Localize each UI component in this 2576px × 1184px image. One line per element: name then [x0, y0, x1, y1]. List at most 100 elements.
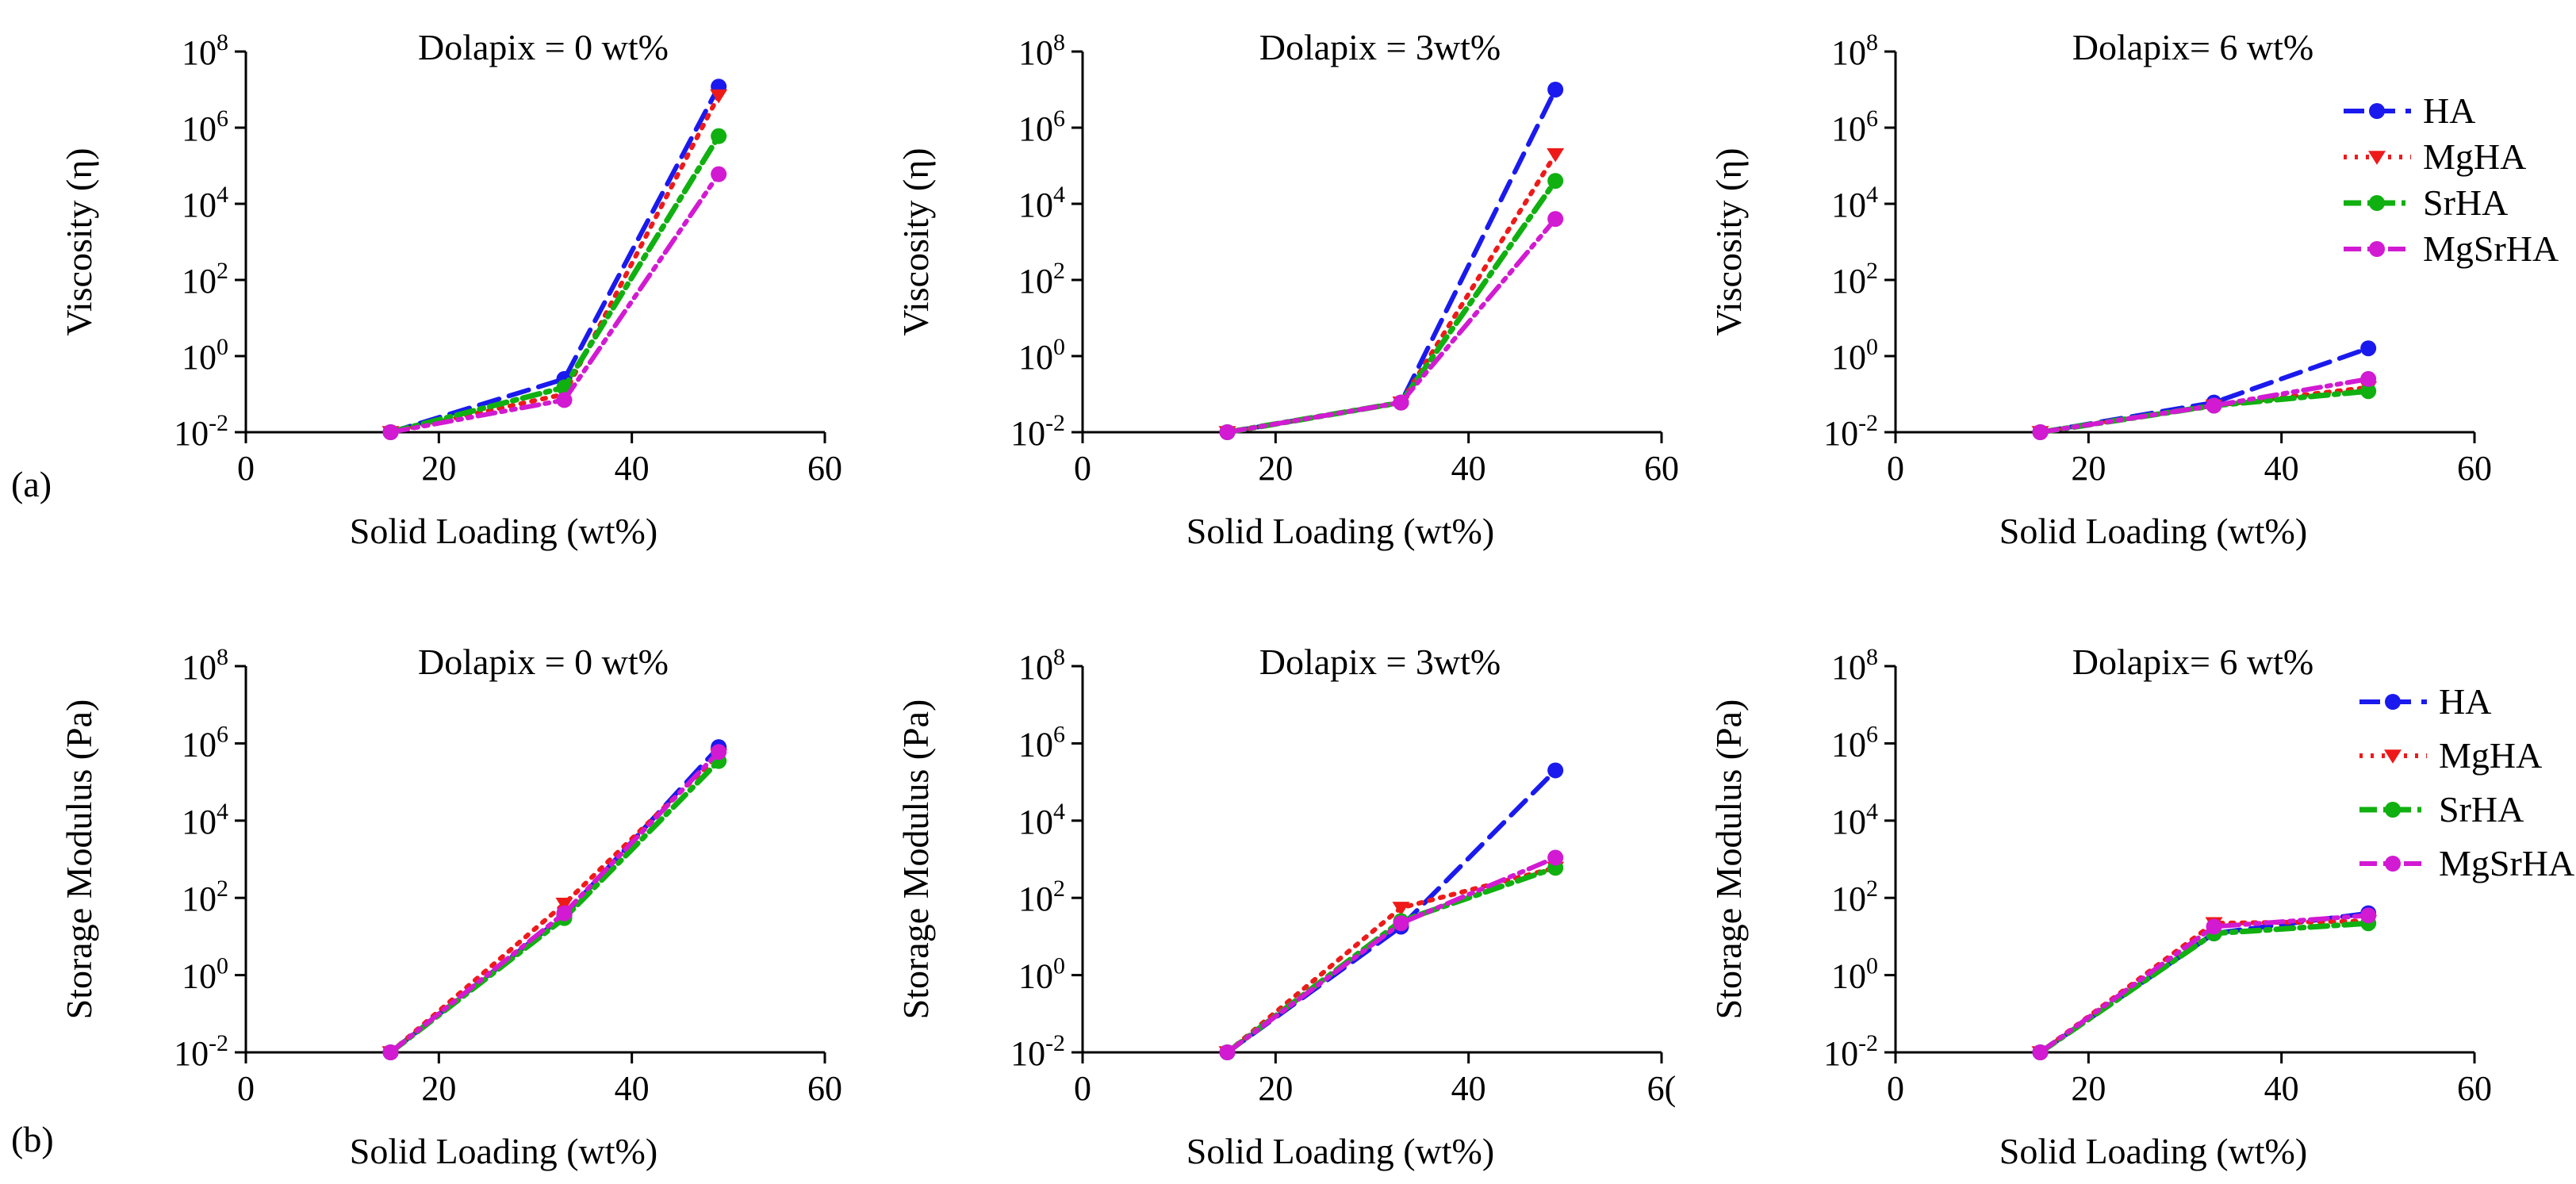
series-srha: [2032, 915, 2377, 1060]
x-tick-label: 60: [807, 1069, 842, 1108]
legend-item-mgha: MgHA: [2359, 735, 2542, 776]
y-tick-label: 10-2: [1010, 1030, 1065, 1073]
y-tick-label: 100: [182, 334, 228, 377]
series-mgsrha: [382, 744, 727, 1060]
data-point-mgsrha: [556, 392, 573, 408]
y-tick-label: 102: [1831, 876, 1878, 918]
data-point-mgsrha: [2032, 1044, 2049, 1060]
y-tick-label: 108: [182, 29, 228, 72]
series-mgsrha: [2032, 370, 2377, 440]
data-point-mgha: [1392, 902, 1410, 916]
legend-label: MgHA: [2439, 735, 2542, 776]
x-axis-label: Solid Loading (wt%): [350, 1131, 657, 1171]
chart-title: Dolapix = 3wt%: [1259, 642, 1501, 682]
series-srha: [1219, 860, 1564, 1060]
x-axis-label: Solid Loading (wt%): [1999, 1131, 2307, 1171]
charts-group: 0 20 40 60 10-2 100 102 104 106 108 Solid Loading …: [59, 27, 2574, 1171]
y-tick-label: 104: [1831, 182, 1878, 224]
y-tick-label: 104: [182, 182, 228, 224]
chart-title: Dolapix= 6 wt%: [2072, 642, 2313, 682]
y-tick-label: 108: [1831, 29, 1878, 72]
legend-swatch-marker: [2385, 694, 2401, 710]
x-tick-label: 60: [807, 449, 842, 488]
y-tick-label: 108: [182, 644, 228, 687]
y-tick-label: 102: [182, 876, 228, 918]
chart-a-1: 0 20 40 60 10-2 100 102 104 106 108 Solid Loading …: [895, 27, 1679, 551]
y-tick-label: 100: [1831, 334, 1878, 377]
y-axis-label: Viscosity (η): [895, 148, 936, 335]
data-point-mgsrha: [1219, 424, 1236, 440]
chart-b-0: 0 20 40 60 10-2 100 102 104 106 108 Solid Loading …: [59, 642, 842, 1171]
data-point-mgsrha: [382, 424, 399, 440]
legend-label: SrHA: [2439, 789, 2524, 830]
y-tick-label: 104: [1018, 799, 1065, 841]
legend-swatch-marker: [2384, 749, 2402, 764]
x-axis-label: Solid Loading (wt%): [1186, 511, 1494, 551]
chart-title: Dolapix = 0 wt%: [418, 27, 669, 67]
x-tick-label: 0: [1074, 449, 1091, 488]
y-tick-label: 104: [1018, 182, 1065, 224]
y-tick-label: 104: [182, 799, 228, 841]
x-tick-label: 20: [421, 449, 456, 488]
x-tick-label: 0: [1887, 449, 1904, 488]
series-line-mgha: [1225, 151, 1558, 435]
series-mgsrha: [382, 166, 727, 440]
y-tick-label: 106: [1831, 721, 1878, 764]
y-axis-label: Storage Modulus (Pa): [1708, 699, 1749, 1020]
legend-item-srha: SrHA: [2359, 789, 2524, 830]
x-tick-label: 40: [615, 1069, 650, 1108]
data-point-mgsrha: [382, 1044, 399, 1060]
y-tick-label: 106: [1018, 721, 1065, 764]
y-tick-label: 102: [1018, 876, 1065, 918]
y-axis-label: Storage Modulus (Pa): [59, 699, 99, 1020]
y-tick-label: 106: [182, 721, 228, 764]
y-axis-label: Storage Modulus (Pa): [895, 699, 936, 1020]
x-tick-label: 6(: [1647, 1069, 1677, 1108]
y-axis-label: Viscosity (η): [59, 148, 99, 335]
y-tick-label: 102: [182, 258, 228, 301]
series-line-mgsrha: [2037, 376, 2371, 435]
data-point-ha: [1547, 82, 1564, 98]
legend-label: SrHA: [2423, 182, 2508, 223]
legend-item-mgsrha: MgSrHA: [2344, 228, 2559, 269]
series-mgsrha: [2032, 907, 2377, 1060]
y-axis-label: Viscosity (η): [1708, 148, 1749, 335]
series-mgha: [1218, 861, 1565, 1060]
y-tick-label: 104: [1831, 799, 1878, 841]
series-ha: [1219, 82, 1564, 440]
legend-item-mgsrha: MgSrHA: [2359, 843, 2574, 883]
x-tick-label: 40: [2264, 1069, 2299, 1108]
x-tick-label: 40: [615, 449, 650, 488]
legend-label: HA: [2439, 681, 2491, 722]
data-point-mgha: [1547, 148, 1565, 163]
legend-swatch-marker: [2385, 856, 2401, 872]
data-point-mgsrha: [711, 166, 727, 182]
legend-item-mgha: MgHA: [2344, 136, 2526, 177]
x-tick-label: 20: [2071, 1069, 2106, 1108]
series-line-mgha: [1225, 865, 1558, 1055]
data-point-mgsrha: [1219, 1044, 1236, 1060]
legend-swatch-marker: [2369, 103, 2385, 119]
data-point-mgsrha: [2032, 424, 2049, 440]
legend-label: MgSrHA: [2439, 843, 2574, 883]
chart-b-1: 0 20 40 6(10-2 100 102 104 106 108 Solid Loading …: [895, 642, 1676, 1171]
data-point-mgsrha: [2206, 918, 2222, 935]
series-line-srha: [1225, 864, 1558, 1056]
chart-title: Dolapix= 6 wt%: [2072, 27, 2313, 67]
y-tick-label: 10-2: [1823, 1030, 1878, 1073]
legend-swatch-marker: [2385, 802, 2401, 818]
series-line-mgsrha: [1225, 855, 1558, 1055]
y-tick-label: 106: [1018, 105, 1065, 148]
panel-label-a: (a): [11, 464, 52, 504]
data-point-srha: [711, 128, 727, 144]
data-point-mgsrha: [1547, 211, 1564, 228]
series-line-srha: [2037, 920, 2371, 1056]
y-tick-label: 100: [1831, 953, 1878, 996]
data-point-mgsrha: [1393, 394, 1409, 411]
y-tick-label: 100: [182, 953, 228, 996]
series-line-srha: [1225, 178, 1558, 435]
x-axis-label: Solid Loading (wt%): [1186, 1131, 1494, 1171]
data-point-srha: [2360, 383, 2377, 400]
x-tick-label: 60: [2457, 449, 2492, 488]
chart-title: Dolapix = 3wt%: [1259, 27, 1501, 67]
